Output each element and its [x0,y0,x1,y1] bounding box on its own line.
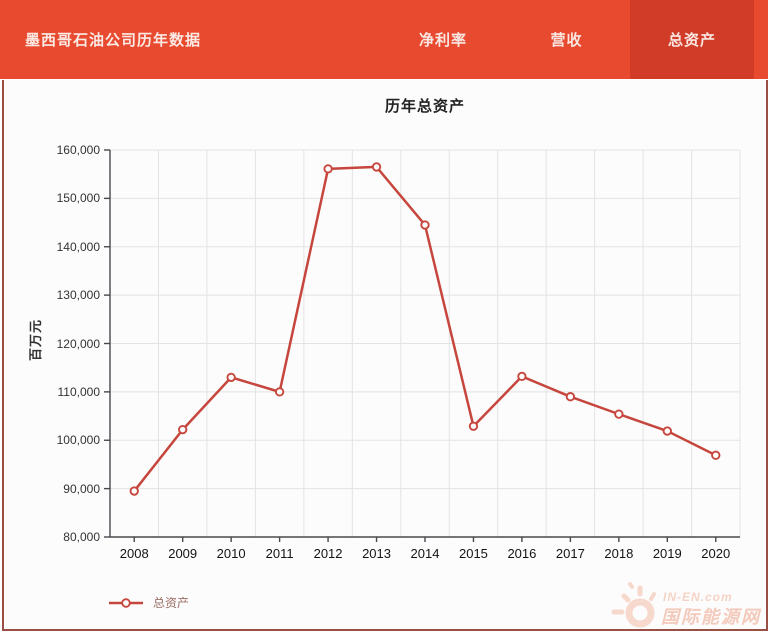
x-tick-label: 2018 [604,546,634,561]
tab-revenue[interactable]: 营收 [550,32,583,49]
y-tick-label: 110,000 [57,384,101,399]
y-tick-label: 130,000 [56,288,100,303]
tab-bar: 净利率 营收 总资产 [383,0,754,79]
x-tick-label: 2013 [362,546,391,561]
y-tick-label: 120,000 [56,336,100,351]
y-tick-label: 100,000 [56,433,100,448]
watermark-text-en: IN-EN.com [663,590,733,604]
y-tick-label: 90,000 [63,481,100,496]
header-bar: 墨西哥石油公司历年数据 净利率 营收 总资产 [0,0,768,79]
x-tick-label: 2010 [216,546,246,561]
legend-label: 总资产 [153,596,190,610]
header-title: 墨西哥石油公司历年数据 [25,32,202,49]
legend-item-total-assets[interactable]: 总资产 [108,594,189,611]
y-tick-label: 140,000 [56,239,100,254]
x-tick-label: 2009 [168,546,198,561]
chart-title: 历年总资产 [384,98,465,115]
y-tick-label: 150,000 [56,191,100,206]
x-tick-label: 2015 [458,546,488,561]
x-tick-label: 2019 [652,546,682,561]
x-tick-label: 2014 [410,546,440,561]
sun-logo-icon [611,582,656,628]
x-tick-label: 2011 [265,546,294,561]
tab-net-margin[interactable]: 净利率 [418,32,467,49]
watermark-text-cn: 国际能源网 [661,607,761,627]
x-tick-label: 2012 [313,546,343,561]
tab-total-assets[interactable]: 总资产 [630,0,754,79]
legend-line-marker-icon [109,597,143,608]
watermark: IN-EN.com 国际能源网 [606,570,764,628]
x-tick-label: 2016 [507,546,537,561]
x-tick-label: 2020 [701,546,731,561]
x-tick-label: 2017 [555,546,585,561]
y-tick-label: 80,000 [63,530,100,544]
x-tick-label: 2008 [119,546,149,561]
y-tick-label: 160,000 [56,143,100,157]
